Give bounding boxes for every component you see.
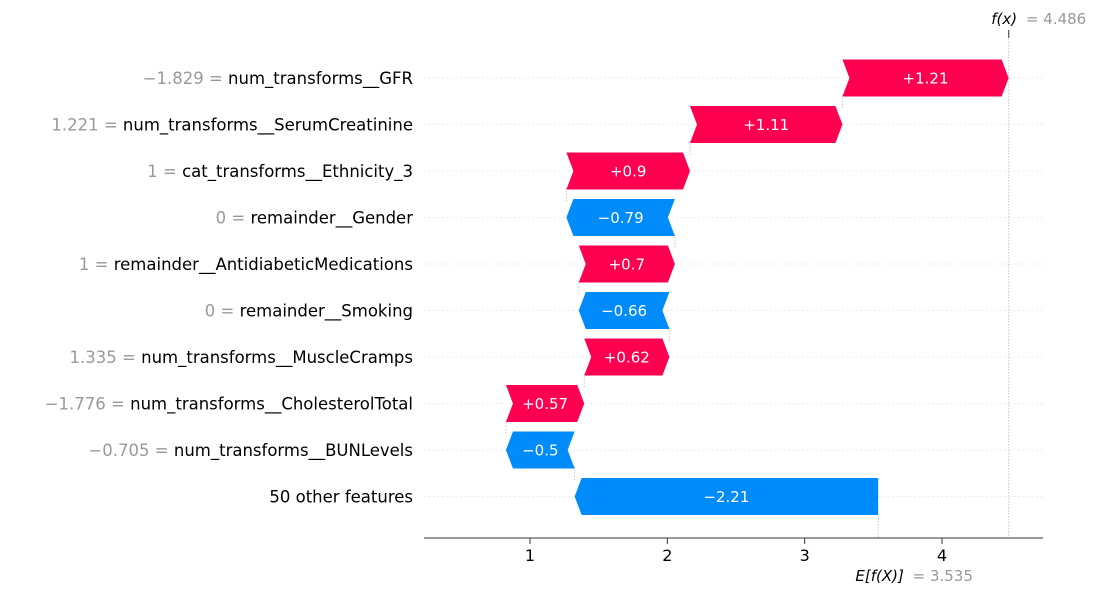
bar-value-label: −0.5 (522, 442, 558, 460)
feature-name: remainder__AntidiabeticMedications (114, 255, 413, 275)
feature-value: 1.335 = (70, 348, 142, 367)
bar-value-label: −2.21 (703, 488, 749, 506)
feature-value: 0 = (205, 302, 240, 321)
feature-name: num_transforms__CholesterolTotal (130, 395, 413, 415)
x-tick-label: 4 (937, 546, 947, 565)
feature-label: 0 = remainder__Gender (216, 209, 414, 229)
bar-value-label: +0.7 (609, 256, 645, 274)
bar-value-label: +0.9 (610, 163, 646, 181)
x-tick-label: 3 (800, 546, 810, 565)
feature-label: −1.776 = num_transforms__CholesterolTota… (45, 395, 413, 415)
x-tick-label: 1 (525, 546, 535, 565)
negative-contribution-bar (578, 292, 670, 329)
bar-value-label: +1.21 (903, 70, 949, 88)
bar-value-label: −0.66 (601, 302, 647, 320)
feature-name: cat_transforms__Ethnicity_3 (182, 162, 413, 182)
feature-name: num_transforms__GFR (228, 69, 413, 89)
feature-name: num_transforms__BUNLevels (174, 441, 413, 461)
negative-contribution-bar (574, 478, 879, 515)
base-value-annotation: E[f(X)] = 3.535 (855, 567, 973, 585)
positive-contribution-bar (842, 59, 1009, 97)
feature-value: −0.705 = (88, 441, 173, 460)
positive-contribution-bar (584, 338, 670, 376)
feature-labels: +1.21 −1.829 = num_transforms__GFR +1.11 1.… (45, 69, 949, 507)
fx-annotation: f(x) = 4.486 (991, 10, 1086, 28)
feature-name: num_transforms__SerumCreatinine (123, 116, 413, 136)
feature-label: −0.705 = num_transforms__BUNLevels (88, 441, 413, 461)
feature-value: 1 = (79, 255, 114, 274)
feature-label: 1 = cat_transforms__Ethnicity_3 (147, 162, 413, 182)
bar-value-label: −0.79 (598, 209, 644, 227)
feature-value: 0 = (216, 209, 251, 228)
feature-name: remainder__Smoking (240, 302, 413, 322)
x-axis: 1 2 3 4 (424, 30, 1043, 565)
positive-contribution-bar (689, 106, 843, 143)
bar-value-label: +0.57 (522, 395, 568, 413)
annotations: f(x) = 4.486 E[f(X)] = 3.535 (855, 10, 1086, 585)
feature-value: 1 = (147, 162, 182, 181)
feature-name: num_transforms__MuscleCramps (141, 348, 413, 368)
base-value: = 3.535 (913, 567, 973, 585)
feature-label: 1 = remainder__AntidiabeticMedications (79, 255, 413, 275)
feature-label: −1.829 = num_transforms__GFR (143, 69, 413, 89)
bar-value-label: +0.62 (604, 349, 650, 367)
fx-label: f(x) (991, 10, 1017, 28)
feature-value: −1.776 = (45, 395, 130, 414)
positive-contribution-bar (505, 385, 585, 422)
feature-name: 50 other features (269, 488, 413, 507)
feature-label: 50 other features (269, 488, 413, 507)
guide-lines (505, 33, 1010, 538)
positive-contribution-bar (578, 245, 675, 283)
feature-value: 1.221 = (51, 116, 123, 135)
feature-name: remainder__Gender (250, 209, 413, 229)
feature-label: 1.335 = num_transforms__MuscleCramps (70, 348, 413, 368)
fx-value: = 4.486 (1026, 10, 1086, 28)
feature-value: −1.829 = (143, 69, 228, 88)
negative-contribution-bar (505, 431, 575, 469)
positive-contribution-bar (566, 152, 690, 190)
base-label: E[f(X)] (855, 567, 904, 585)
bar-value-label: +1.11 (743, 116, 789, 134)
feature-label: 1.221 = num_transforms__SerumCreatinine (51, 116, 413, 136)
contribution-bars (505, 59, 1009, 515)
feature-label: 0 = remainder__Smoking (205, 302, 413, 322)
x-tick-label: 2 (662, 546, 672, 565)
negative-contribution-bar (566, 199, 675, 236)
